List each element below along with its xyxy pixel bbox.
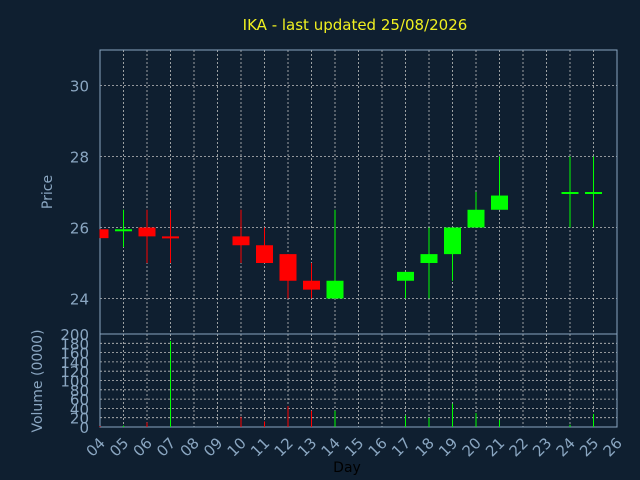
day-tick-label: 09 [200,434,226,460]
volume-tick-label: 180 [60,335,89,353]
volume-tick-label: 0 [79,419,89,437]
volume-bar [99,426,101,427]
price-tick-label: 28 [70,149,89,167]
volume-plot-frame [99,333,618,428]
day-tick-label: 14 [318,434,344,460]
day-tick-label: 16 [365,434,391,460]
volume-axis-label: Volume (0000) [30,329,46,432]
day-tick-label: 21 [482,434,508,460]
price-tick-label: 24 [70,291,89,309]
day-tick-label: 18 [412,434,438,460]
candle-body [326,280,344,299]
volume-bar [146,422,148,427]
volume-tick-label: 140 [60,354,89,372]
day-tick-label: 10 [224,434,250,460]
volume-bar [311,410,312,427]
day-tick-label: 11 [247,434,273,460]
candle-body [467,209,485,228]
volume-bar [499,420,500,427]
day-tick-label: 19 [435,434,461,460]
volume-bar [569,424,571,427]
volume-tick-label: 100 [60,373,89,391]
day-tick-label: 06 [130,434,156,460]
chart-title: IKA - last updated 25/08/2026 [243,16,468,34]
volume-bar [123,425,124,427]
volume-tick-label: 80 [70,382,89,400]
volume-tick-label: 160 [60,345,89,363]
day-tick-label: 26 [600,434,626,460]
volume-tick-label: 60 [70,391,89,409]
volume-tick-label: 200 [60,326,89,344]
candle-body [585,192,602,194]
volume-bar [287,406,289,427]
day-tick-label: 04 [83,434,109,460]
volume-bar [334,410,336,427]
candle-body [279,254,297,281]
candle-body [115,229,132,232]
price-panel: 24 26 28 30 [70,49,618,335]
day-tick-label: 07 [153,434,179,460]
candle-body [420,254,438,263]
day-tick-label: 20 [459,434,485,460]
volume-bar [264,421,265,427]
day-tick-label: 25 [576,434,602,460]
volume-bar [452,403,453,427]
candle-body [232,236,250,246]
price-tick-label: 30 [70,78,89,96]
day-axis: 0405060708091011121314151617181920212223… [83,434,626,460]
day-tick-label: 23 [529,434,555,460]
candle-body [162,236,179,239]
candle-body [138,227,156,237]
day-tick-label: 05 [106,434,132,460]
volume-bar [170,340,171,427]
price-tick-label: 26 [70,220,89,238]
candle-body [397,271,414,281]
candle-body [100,229,109,239]
candle-body [256,245,273,263]
day-tick-label: 13 [294,434,320,460]
candle-body [303,280,320,290]
day-tick-label: 12 [271,434,297,460]
volume-bar [428,417,430,427]
day-tick-label: 22 [506,434,532,460]
day-tick-label: 15 [341,434,367,460]
candle-body [561,192,579,194]
day-tick-label: 24 [553,434,579,460]
candle-body [444,227,461,255]
volume-bar [593,413,594,427]
day-tick-label: 17 [388,434,414,460]
volume-tick-label: 120 [60,363,89,381]
volume-bar [475,413,477,427]
price-axis-label: Price [40,175,56,209]
day-axis-label: Day [333,460,361,476]
volume-bar [240,416,242,427]
volume-tick-label: 40 [70,400,89,418]
candle-body [491,195,508,210]
day-tick-label: 08 [177,434,203,460]
volume-bar [405,415,406,427]
volume-tick-label: 20 [70,410,89,428]
